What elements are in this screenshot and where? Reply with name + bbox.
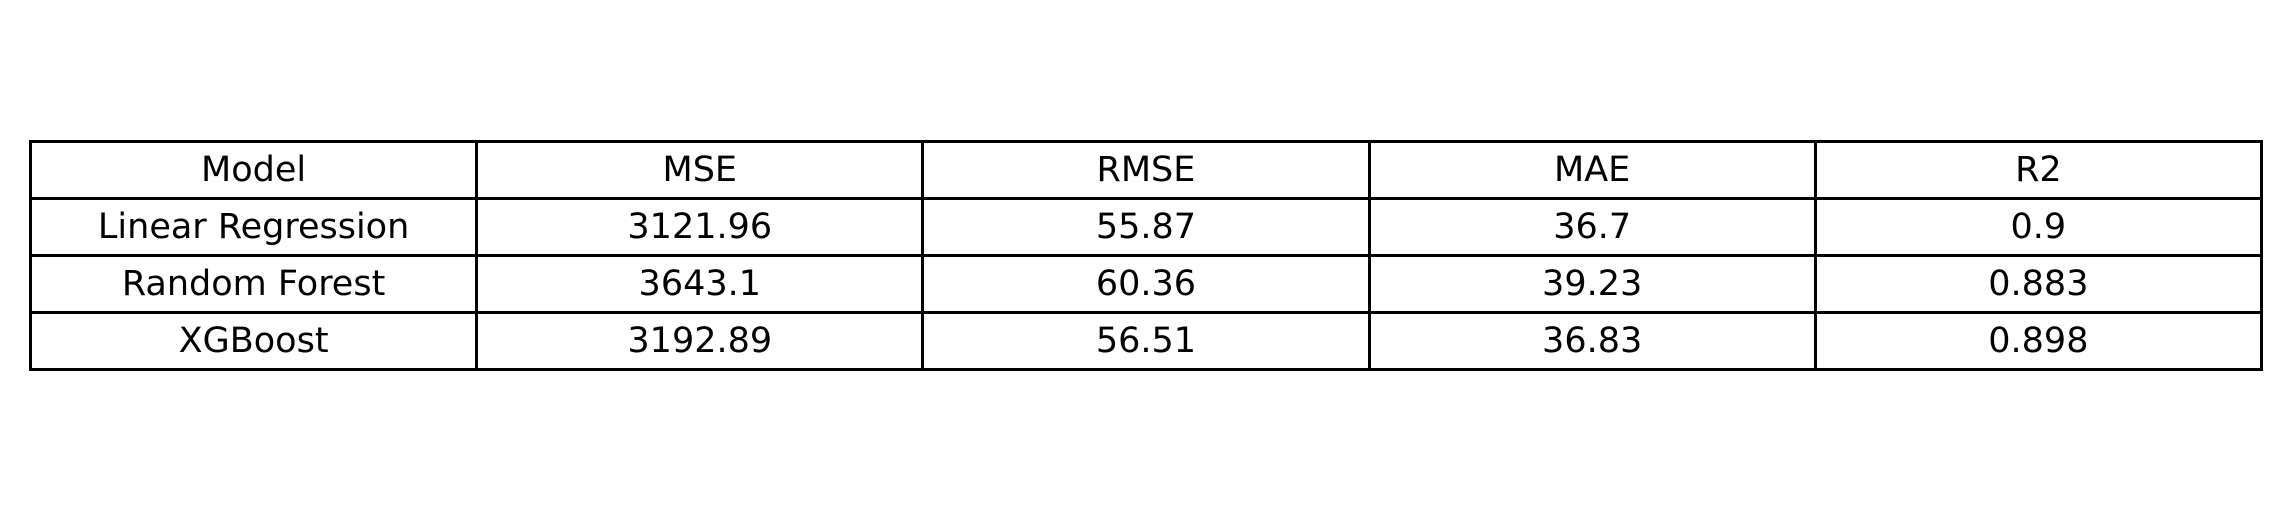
cell-r2: 0.883 xyxy=(1813,254,2264,314)
cell-model: Random Forest xyxy=(28,254,479,314)
header-cell-r2: R2 xyxy=(1813,140,2264,200)
cell-r2: 0.898 xyxy=(1813,311,2264,371)
cell-mae: 39.23 xyxy=(1367,254,1817,314)
table-row: Random Forest 3643.1 60.36 39.23 0.883 xyxy=(28,254,2264,314)
cell-mse: 3643.1 xyxy=(475,254,925,314)
cell-model: XGBoost xyxy=(28,311,479,371)
cell-mse: 3192.89 xyxy=(475,311,925,371)
table-row: Linear Regression 3121.96 55.87 36.7 0.9 xyxy=(28,197,2264,257)
cell-model: Linear Regression xyxy=(28,197,479,257)
header-cell-mae: MAE xyxy=(1367,140,1817,200)
cell-rmse: 60.36 xyxy=(921,254,1371,314)
table-header-row: Model MSE RMSE MAE R2 xyxy=(28,140,2264,200)
cell-rmse: 56.51 xyxy=(921,311,1371,371)
cell-rmse: 55.87 xyxy=(921,197,1371,257)
header-cell-rmse: RMSE xyxy=(921,140,1371,200)
header-cell-model: Model xyxy=(28,140,479,200)
cell-mae: 36.83 xyxy=(1367,311,1817,371)
cell-mse: 3121.96 xyxy=(475,197,925,257)
cell-r2: 0.9 xyxy=(1813,197,2264,257)
header-cell-mse: MSE xyxy=(475,140,925,200)
metrics-table: Model MSE RMSE MAE R2 Linear Regression … xyxy=(28,140,2264,371)
cell-mae: 36.7 xyxy=(1367,197,1817,257)
table-row: XGBoost 3192.89 56.51 36.83 0.898 xyxy=(28,311,2264,371)
